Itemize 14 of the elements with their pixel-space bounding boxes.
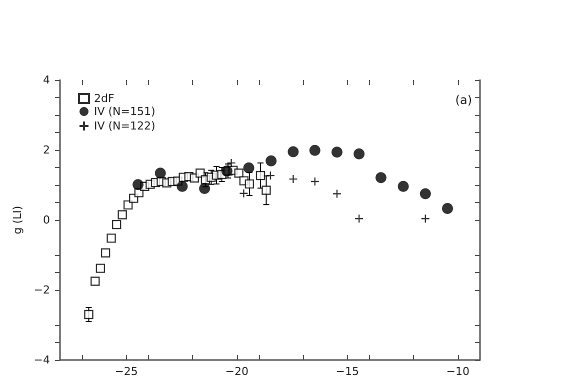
x-tick-label: −15: [336, 365, 359, 378]
legend-label: IV (N=151): [94, 105, 156, 118]
y-tick-label: −4: [34, 354, 50, 366]
x-tick-label: −10: [446, 365, 470, 378]
x-tick-label: −25: [114, 365, 138, 378]
y-tick-label: 4: [43, 74, 50, 86]
legend-label: IV (N=122): [94, 120, 156, 132]
y-tick-label: −2: [34, 284, 50, 296]
annotation: (a): [455, 93, 472, 107]
y-tick-label: 0: [43, 214, 50, 226]
y-tick-label: 2: [43, 144, 50, 156]
legend-label: 2dF: [94, 92, 114, 105]
y-axis-title: g (LI): [10, 206, 24, 234]
x-tick-label: −20: [225, 365, 248, 378]
